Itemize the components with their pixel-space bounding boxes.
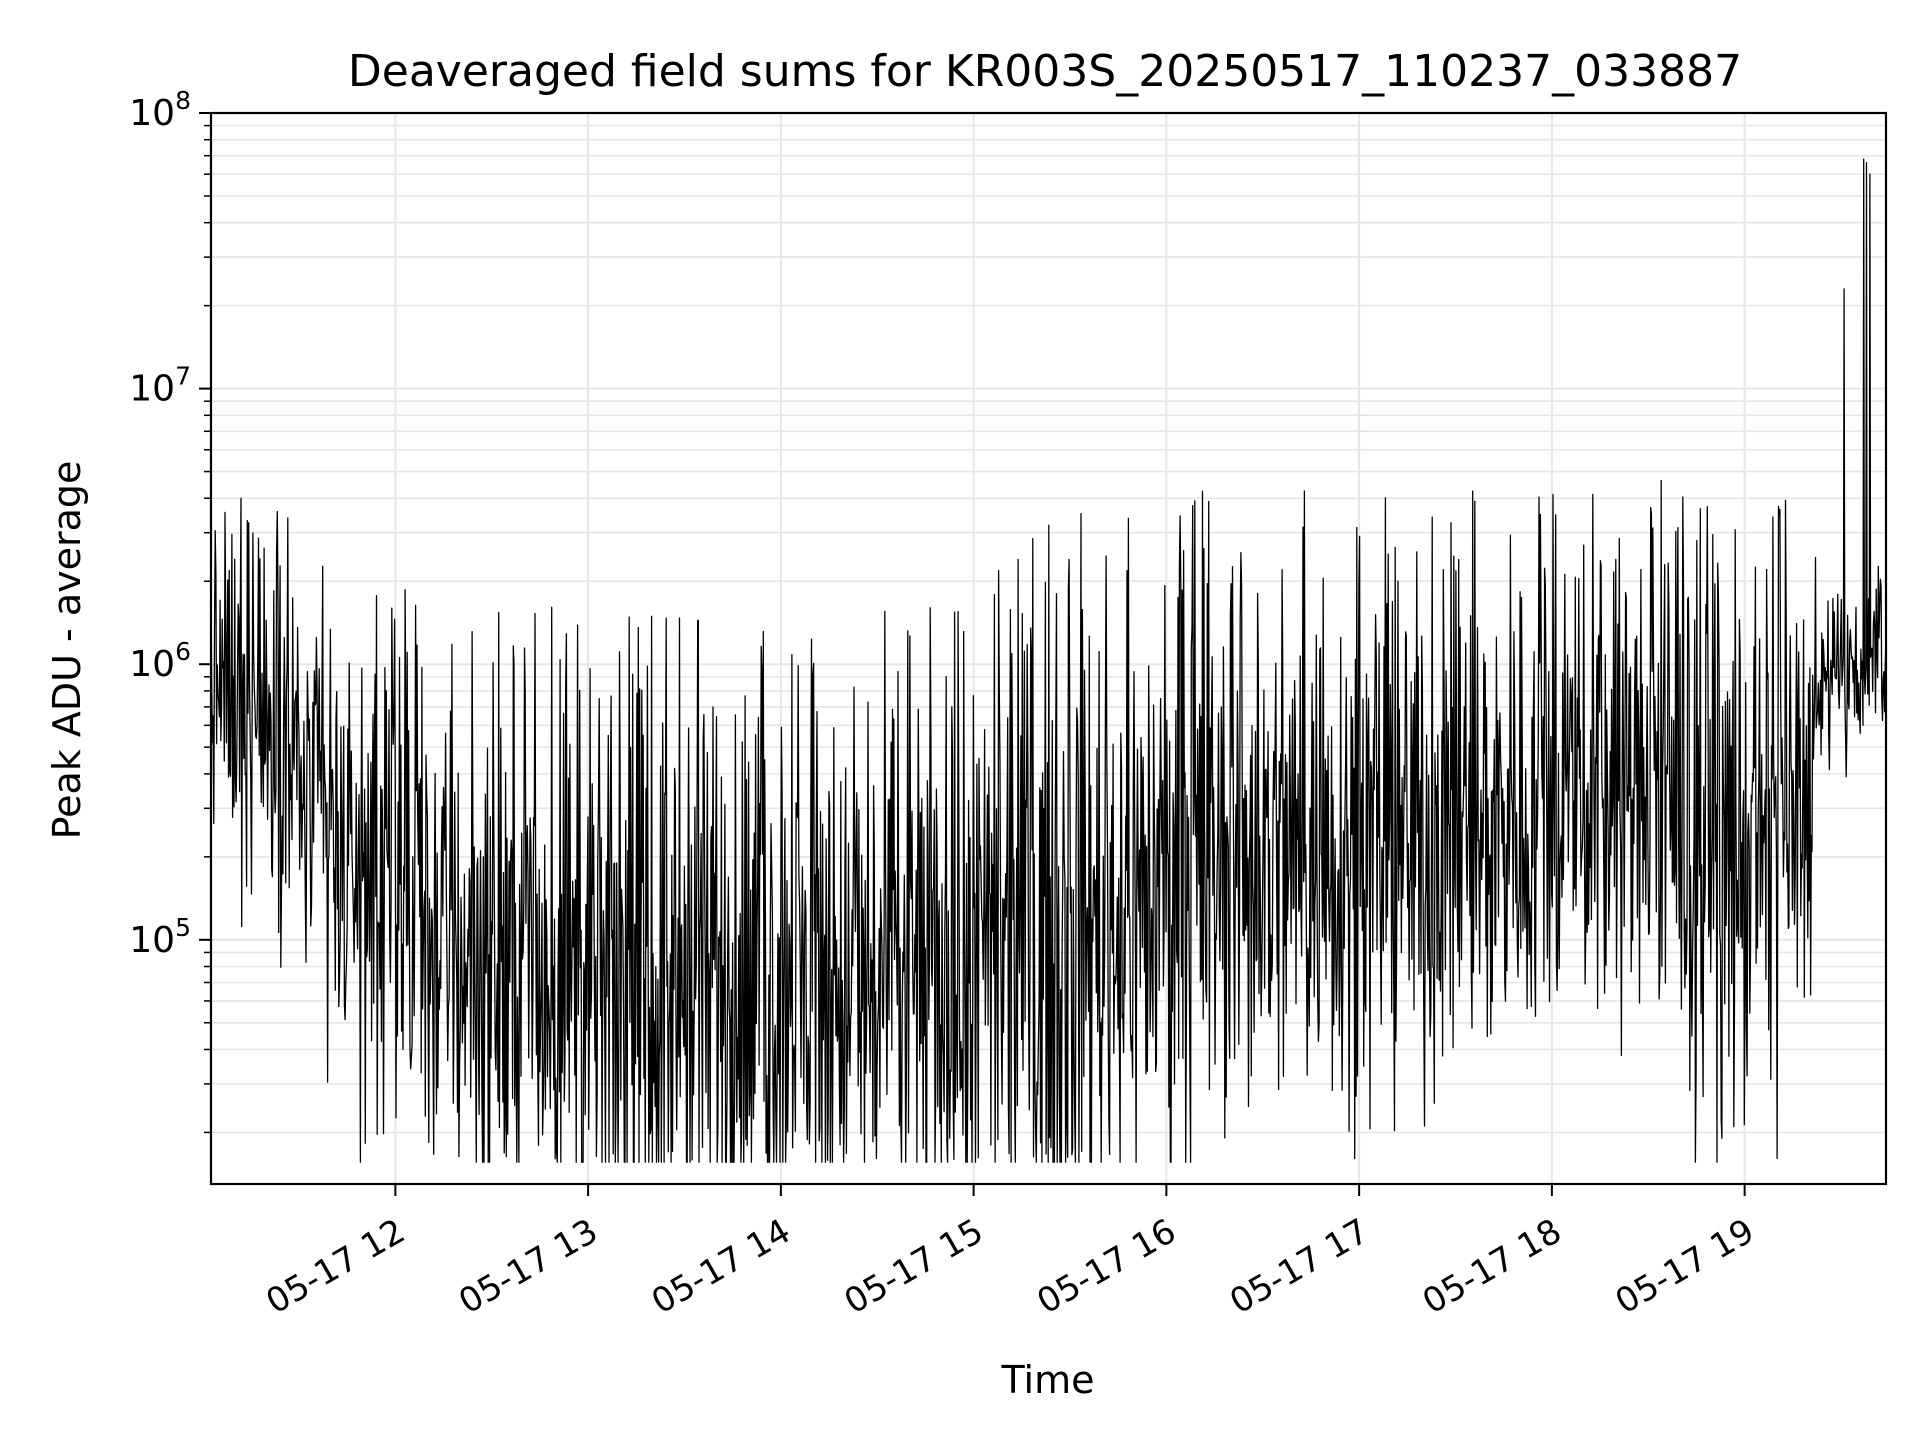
- plot-area-frame: [209, 111, 1888, 1186]
- chart-title: Deaveraged field sums for KR003S_2025051…: [348, 46, 1742, 97]
- y-tick-label: 107: [129, 362, 191, 410]
- y-axis-label: Peak ADU - average: [45, 461, 89, 840]
- x-axis-label: Time: [1001, 1358, 1095, 1402]
- y-tick-label: 108: [129, 86, 191, 134]
- y-tick-label: 105: [129, 913, 191, 961]
- data-series-line: [210, 158, 1887, 1163]
- y-axis: 105 106 107 108: [129, 86, 211, 1134]
- y-tick-label: 106: [129, 637, 191, 685]
- series-line-path: [210, 158, 1887, 1163]
